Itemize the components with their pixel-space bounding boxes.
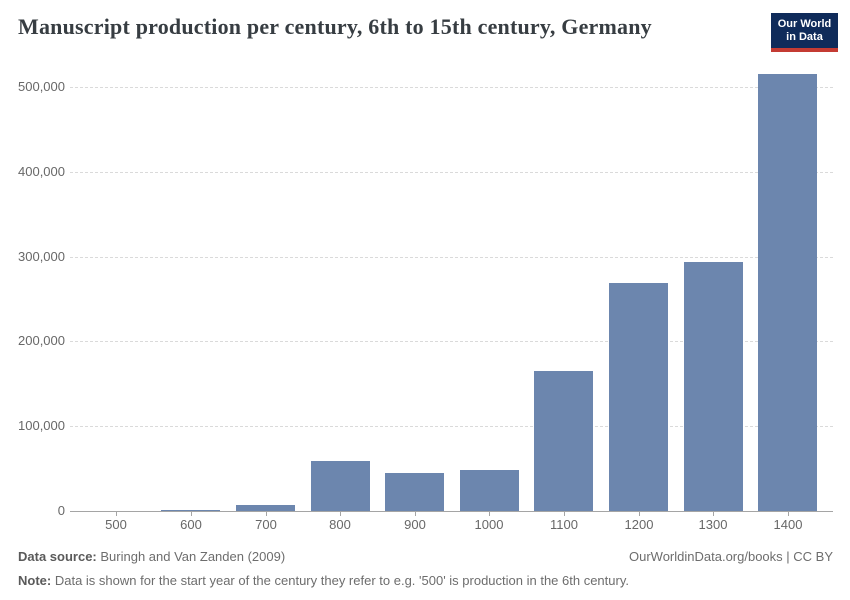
gridline-200,000 [70,341,833,342]
note-text: Note: Data is shown for the start year o… [18,569,629,593]
x-axis-label-700: 700 [255,517,277,532]
x-axis-label-1000: 1000 [474,517,504,532]
x-axis-label-1300: 1300 [698,517,728,532]
owid-logo-red-strip [771,48,838,52]
data-source-label: Data source: [18,549,97,564]
attribution-text: OurWorldinData.org/books | CC BY [629,549,833,564]
bar-700[interactable] [236,504,295,511]
chart-footer: Data source: Buringh and Van Zanden (200… [18,545,833,593]
note-value: Data is shown for the start year of the … [54,573,629,588]
gridline-400,000 [70,172,833,173]
y-axis-label-200,000: 200,000 [18,333,65,348]
x-axis-label-800: 800 [329,517,351,532]
page-title: Manuscript production per century, 6th t… [18,14,652,39]
x-axis-tick-1200 [639,512,640,516]
y-axis-label-300,000: 300,000 [18,249,65,264]
x-axis-tick-500 [116,512,117,516]
x-axis-label-900: 900 [404,517,426,532]
gridline-300,000 [70,257,833,258]
bar-1400[interactable] [758,73,817,511]
bar-1200[interactable] [609,282,668,511]
bar-600[interactable] [161,510,220,511]
data-source-text: Data source: Buringh and Van Zanden (200… [18,545,285,569]
x-axis-tick-1300 [713,512,714,516]
x-axis-line [70,511,833,512]
x-axis-label-600: 600 [180,517,202,532]
x-axis-tick-600 [191,512,192,516]
owid-logo: Our World in Data [771,13,838,52]
x-axis-label-1400: 1400 [773,517,803,532]
owid-logo-line1: Our World [777,18,832,30]
x-axis-label-1200: 1200 [624,517,654,532]
x-axis-label-500: 500 [105,517,127,532]
x-axis-tick-900 [415,512,416,516]
y-axis-label-100,000: 100,000 [18,418,65,433]
gridline-500,000 [70,87,833,88]
x-axis-tick-1000 [489,512,490,516]
y-axis-label-500,000: 500,000 [18,79,65,94]
x-axis-tick-1100 [564,512,565,516]
data-source-value: Buringh and Van Zanden (2009) [100,549,286,564]
x-axis-tick-800 [340,512,341,516]
x-axis-tick-1400 [788,512,789,516]
note-label: Note: [18,573,52,588]
owid-logo-line2: in Data [786,30,823,43]
bar-1100[interactable] [534,370,593,511]
y-axis-label-0: 0 [57,503,65,518]
footer-source-row: Data source: Buringh and Van Zanden (200… [18,545,833,569]
y-axis-label-400,000: 400,000 [18,164,65,179]
bar-1300[interactable] [684,261,743,511]
owid-logo-box: Our World in Data [771,13,838,48]
bar-900[interactable] [385,472,444,511]
x-axis-tick-700 [266,512,267,516]
bar-800[interactable] [311,460,370,511]
x-axis-label-1100: 1100 [550,517,578,532]
gridline-100,000 [70,426,833,427]
bar-1000[interactable] [460,469,519,511]
footer-note-row: Note: Data is shown for the start year o… [18,569,833,593]
